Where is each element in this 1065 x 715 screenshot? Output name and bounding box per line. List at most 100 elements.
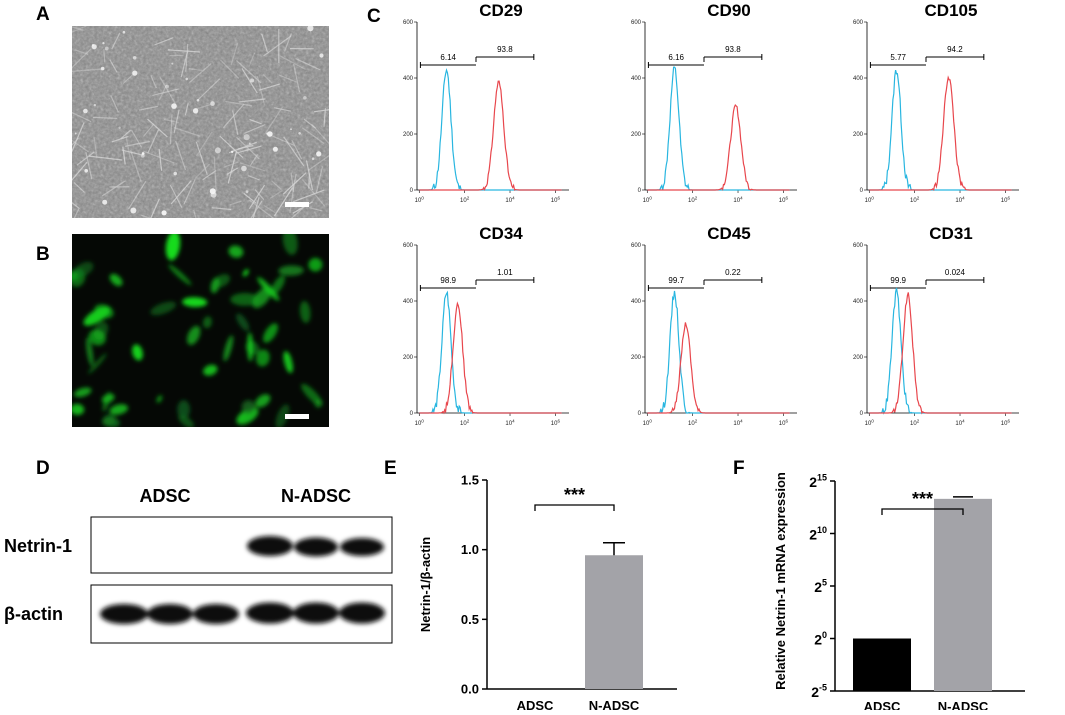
y-tick-label: 400 (853, 76, 864, 82)
fluorescence-micrograph (72, 234, 329, 427)
flow-title: CD34 (479, 224, 523, 243)
y-tick-label: 200 (631, 132, 642, 138)
control-histogram (647, 67, 789, 190)
x-tick-label: 100 (865, 195, 875, 204)
y-tick-label: 600 (631, 243, 642, 249)
band (294, 538, 338, 557)
gate-label-negative: 98.9 (440, 276, 456, 285)
significance-stars: *** (912, 489, 933, 509)
gate-label-positive: 1.01 (497, 268, 513, 277)
band (100, 604, 148, 624)
y-tick-label: 600 (853, 20, 864, 26)
y-tick-label: 200 (403, 355, 414, 361)
x-tick-label: 100 (415, 418, 425, 427)
y-tick-label: 600 (853, 243, 864, 249)
x-tick-label: 102 (688, 195, 698, 204)
x-tick-label: 102 (460, 418, 470, 427)
y-tick-label: 2-5 (811, 683, 827, 700)
y-tick-label: 0 (638, 411, 642, 417)
x-tick-label: 106 (551, 195, 561, 204)
x-tick-label: 104 (505, 195, 515, 204)
group-label-adsc: ADSC (139, 486, 190, 506)
x-tick-label: 102 (910, 195, 920, 204)
bar-adsc (853, 639, 911, 692)
x-tick-label: 106 (1001, 418, 1011, 427)
y-tick-label: 0 (410, 411, 414, 417)
scale-bar (285, 414, 309, 419)
y-tick-label: 0.0 (461, 682, 479, 697)
y-tick-label: 600 (403, 243, 414, 249)
flow-title: CD29 (479, 1, 522, 20)
y-tick-label: 0.5 (461, 612, 479, 627)
x-tick-label: 100 (643, 195, 653, 204)
sample-histogram (647, 105, 789, 190)
y-tick-label: 400 (631, 299, 642, 305)
x-tick-label: 106 (779, 195, 789, 204)
panel-letter-b: B (36, 244, 50, 266)
y-tick-label: 0 (638, 188, 642, 194)
y-tick-label: 600 (403, 20, 414, 26)
x-tick-label: 100 (643, 418, 653, 427)
gate-label-positive: 93.8 (497, 45, 513, 54)
sample-histogram (869, 292, 1011, 413)
protein-label-beta-actin: β-actin (4, 604, 63, 624)
x-tick-label: ADSC (517, 698, 554, 710)
y-tick-label: 200 (853, 355, 864, 361)
band (246, 603, 294, 624)
gate-label-positive: 0.024 (945, 268, 966, 277)
band (340, 538, 384, 556)
control-histogram (419, 70, 561, 190)
gate-label-positive: 94.2 (947, 45, 963, 54)
bar-n-adsc (585, 555, 643, 689)
band (339, 603, 385, 624)
control-histogram (869, 288, 1011, 413)
y-axis-label: Netrin-1/β-actin (418, 537, 433, 632)
y-tick-label: 20 (814, 630, 827, 647)
x-tick-label: 100 (865, 418, 875, 427)
control-histogram (419, 292, 561, 413)
gate-label-negative: 99.9 (890, 276, 906, 285)
flow-title: CD105 (925, 1, 978, 20)
y-tick-label: 200 (403, 132, 414, 138)
x-tick-label: N-ADSC (938, 699, 989, 710)
y-tick-label: 400 (403, 76, 414, 82)
x-tick-label: 106 (1001, 195, 1011, 204)
y-tick-label: 1.5 (461, 473, 479, 488)
x-tick-label: 104 (955, 195, 965, 204)
y-tick-label: 200 (853, 132, 864, 138)
significance-bracket (535, 505, 614, 511)
gate-label-negative: 6.14 (440, 53, 456, 62)
x-tick-label: 106 (551, 418, 561, 427)
phase-contrast-micrograph (72, 26, 329, 218)
gate-label-positive: 0.22 (725, 268, 741, 277)
flow-title: CD31 (929, 224, 972, 243)
gate-label-negative: 6.16 (668, 53, 684, 62)
y-tick-label: 25 (814, 578, 827, 595)
band (293, 603, 339, 624)
scale-bar (285, 202, 309, 207)
western-blot-panel: ADSC N-ADSC Netrin-1 β-actin (0, 470, 400, 650)
band (147, 604, 193, 624)
y-tick-label: 400 (853, 299, 864, 305)
x-tick-label: 104 (733, 418, 743, 427)
y-tick-label: 210 (809, 525, 827, 542)
y-tick-label: 215 (809, 473, 827, 490)
significance-stars: *** (564, 485, 585, 505)
x-tick-label: 104 (955, 418, 965, 427)
y-tick-label: 1.0 (461, 542, 479, 557)
panel-letter-a: A (36, 4, 50, 26)
x-tick-label: 102 (910, 418, 920, 427)
y-tick-label: 0 (860, 188, 864, 194)
y-axis-label: Relative Netrin-1 mRNA expression (773, 472, 788, 690)
gate-label-negative: 99.7 (668, 276, 684, 285)
y-tick-label: 200 (631, 355, 642, 361)
flow-title: CD90 (707, 1, 750, 20)
x-tick-label: 104 (505, 418, 515, 427)
